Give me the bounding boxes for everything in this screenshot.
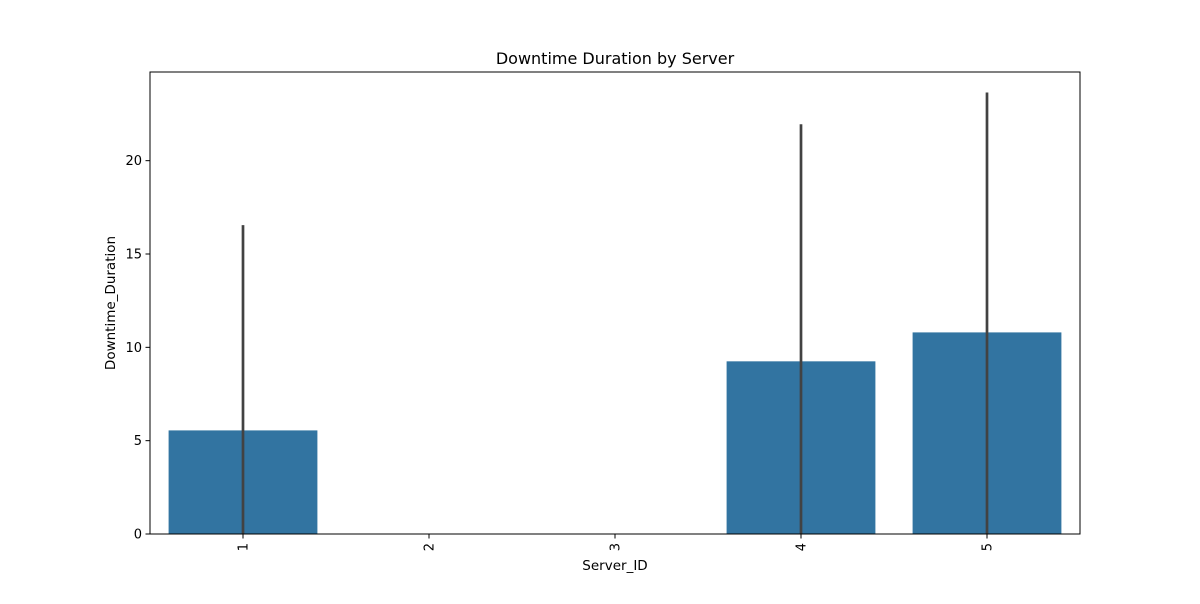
chart-title: Downtime Duration by Server (496, 49, 735, 68)
y-tick-label: 0 (134, 528, 142, 543)
y-tick-label: 10 (125, 341, 142, 356)
y-tick-label: 15 (125, 248, 142, 263)
y-axis-label: Downtime_Duration (103, 236, 119, 370)
x-tick-label-server-1: 1 (237, 543, 252, 551)
x-tick-label-server-3: 3 (609, 543, 624, 551)
plot-area: 0 5 10 15 20 1 2 3 4 5 (125, 71, 1081, 551)
x-tick-label-server-4: 4 (795, 543, 810, 551)
x-tick-label-server-2: 2 (423, 543, 438, 551)
y-tick-label: 5 (134, 434, 142, 449)
x-tick-label-server-5: 5 (981, 543, 996, 551)
y-tick-label: 20 (125, 154, 142, 169)
x-axis-label: Server_ID (582, 558, 647, 574)
